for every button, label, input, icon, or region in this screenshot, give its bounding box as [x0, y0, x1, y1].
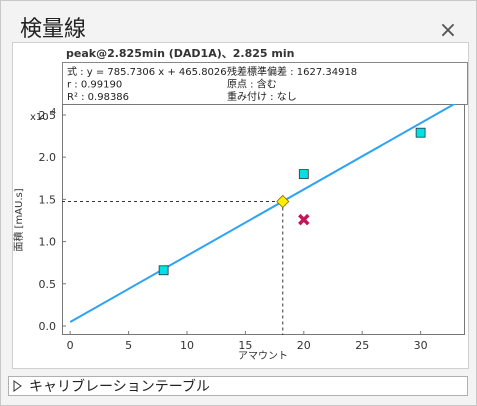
x-tick-label: 20 [297, 339, 311, 352]
y-tick-label: 2.5 [39, 109, 57, 122]
x-axis-label: アマウント [238, 350, 288, 362]
y-tick-label: 2.0 [39, 151, 57, 164]
plot-frame [62, 104, 465, 335]
annotation: R² : 0.98386 [67, 92, 129, 103]
annotation: 残差標準偏差 : 1627.34918 [227, 65, 357, 78]
y-axis-label: 面積 [mAU.s] [12, 188, 25, 251]
y-multiplier: x10 [30, 112, 49, 123]
expander[interactable] [8, 376, 468, 396]
x-tick-label: 5 [125, 339, 132, 352]
y-tick-label: 1.5 [39, 193, 57, 206]
x-tick-label: 30 [414, 339, 428, 352]
annotation: r : 0.99190 [67, 80, 122, 91]
excluded-point [298, 213, 310, 226]
point [158, 265, 169, 276]
x-tick-label: 10 [180, 339, 194, 352]
annotation: 重み付け : なし [227, 90, 297, 103]
plot: 式 : y = 785.7306 x + 465.8026 r : 0.99190… [12, 65, 465, 362]
window-title: 検量線 [20, 17, 86, 42]
expander-label[interactable]: キャリブレーションテーブル [29, 378, 210, 395]
sample-point [276, 194, 290, 209]
point [415, 127, 426, 138]
y-tick-label: 0.5 [39, 278, 57, 291]
chart-title: peak@2.825min (DAD1A)、2.825 min [66, 47, 294, 60]
y-multiplier-exponent: 4 [51, 107, 56, 116]
annotation: 式 : y = 785.7306 x + 465.8026 [67, 65, 227, 78]
annotation: 原点 : 含む [227, 78, 277, 91]
x-tick-label: 25 [355, 339, 369, 352]
fit-line [69, 104, 457, 323]
y-tick-label: 0.0 [39, 320, 57, 333]
x-tick-label: 15 [238, 339, 252, 352]
y-tick-label: 1.0 [39, 236, 57, 249]
close-button[interactable]: × [439, 18, 457, 43]
x-tick-label: 0 [67, 339, 74, 352]
info-box [62, 62, 468, 105]
expander-arrow[interactable] [13, 380, 22, 392]
point [298, 169, 309, 179]
